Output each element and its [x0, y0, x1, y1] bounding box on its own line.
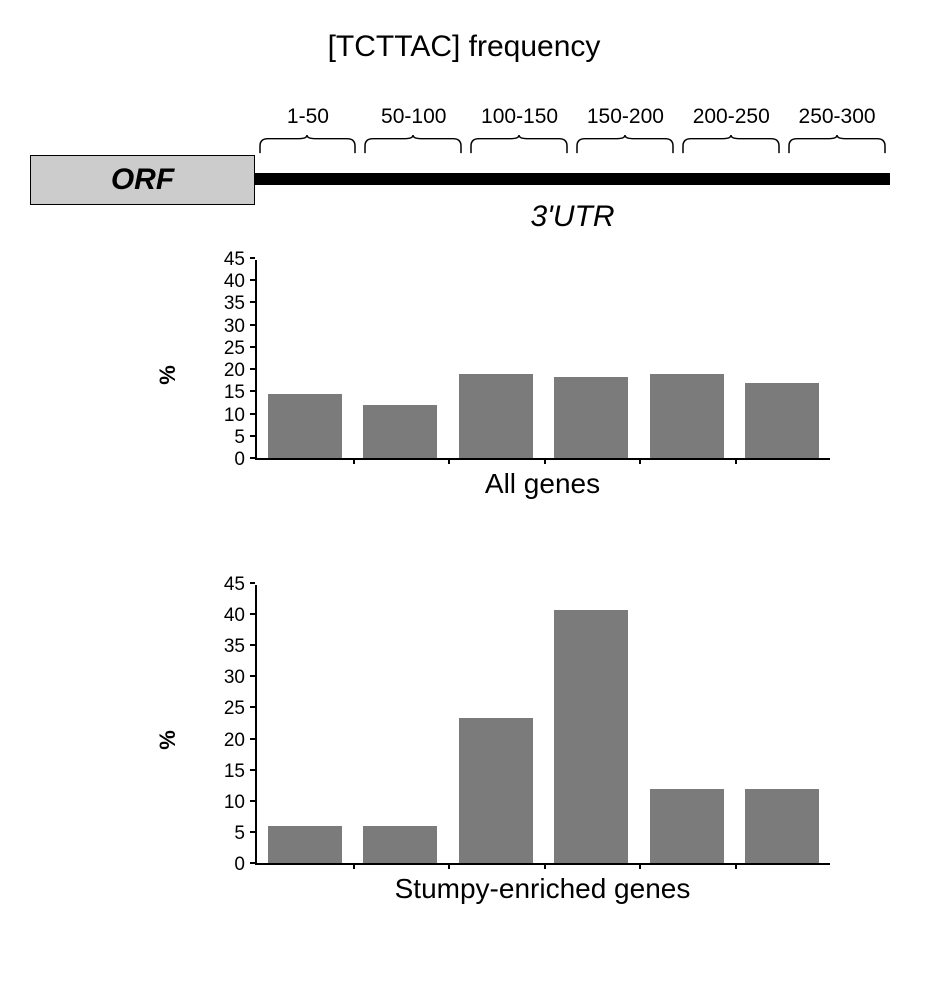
y-tick-label: 20	[205, 730, 245, 752]
y-tick-label: 30	[205, 316, 245, 338]
y-tick-label: 5	[205, 823, 245, 845]
y-tick-label: 30	[205, 667, 245, 689]
y-tick-mark	[250, 582, 255, 584]
chart-all-genes: % 051015202530354045 All genes	[200, 260, 830, 490]
bar	[650, 789, 724, 863]
y-tick-label: 35	[205, 636, 245, 658]
y-tick-label: 35	[205, 293, 245, 315]
bar	[459, 718, 533, 863]
x-tick-mark	[353, 458, 355, 464]
bracket-row	[255, 135, 890, 155]
y-tick-label: 0	[205, 449, 245, 471]
bar	[363, 405, 437, 458]
y-tick-label: 45	[205, 574, 245, 596]
utr-line	[255, 173, 890, 185]
x-tick-mark	[544, 458, 546, 464]
x-tick-mark	[353, 863, 355, 869]
bar	[650, 374, 724, 458]
bin-label: 100-150	[467, 105, 573, 129]
y-tick-mark	[250, 257, 255, 259]
bar	[268, 826, 342, 863]
y-tick-label: 45	[205, 249, 245, 271]
bar	[268, 394, 342, 458]
bar	[459, 374, 533, 458]
x-tick-mark	[639, 863, 641, 869]
bin-label: 50-100	[361, 105, 467, 129]
figure-container: [TCTTAC] frequency 1-50 50-100 100-150 1…	[0, 0, 928, 1003]
y-axis-label: %	[155, 365, 181, 385]
bin-label: 200-250	[678, 105, 784, 129]
orf-box: ORF	[30, 155, 255, 205]
bar	[745, 789, 819, 863]
y-tick-label: 40	[205, 271, 245, 293]
y-tick-label: 10	[205, 792, 245, 814]
bars-group	[257, 260, 830, 458]
y-tick-label: 20	[205, 360, 245, 382]
bar	[745, 383, 819, 458]
x-tick-mark	[735, 458, 737, 464]
bar-group	[544, 260, 640, 458]
bar	[363, 826, 437, 863]
bin-labels-row: 1-50 50-100 100-150 150-200 200-250 250-…	[255, 105, 890, 129]
x-tick-mark	[448, 458, 450, 464]
bar-group	[257, 260, 353, 458]
bar-group	[257, 585, 353, 863]
bar-group	[448, 260, 544, 458]
bar-group	[735, 585, 831, 863]
bar-group	[353, 260, 449, 458]
bin-label: 250-300	[784, 105, 890, 129]
x-tick-mark	[448, 863, 450, 869]
bar-group	[639, 260, 735, 458]
y-tick-label: 25	[205, 338, 245, 360]
bin-label: 1-50	[255, 105, 361, 129]
bars-group	[257, 585, 830, 863]
plot-area	[255, 260, 830, 460]
bar	[554, 610, 628, 863]
y-tick-label: 5	[205, 427, 245, 449]
chart-title: Stumpy-enriched genes	[255, 873, 830, 905]
plot-area	[255, 585, 830, 865]
chart-title: All genes	[255, 468, 830, 500]
y-axis-label: %	[155, 730, 181, 750]
figure-title: [TCTTAC] frequency	[0, 30, 928, 64]
y-tick-label: 15	[205, 382, 245, 404]
orf-label: ORF	[111, 163, 174, 197]
x-tick-mark	[735, 863, 737, 869]
y-tick-label: 15	[205, 761, 245, 783]
y-tick-label: 10	[205, 405, 245, 427]
bar-group	[735, 260, 831, 458]
chart-stumpy-genes: % 051015202530354045 Stumpy-enriched gen…	[200, 585, 830, 895]
y-ticks: 051015202530354045	[200, 585, 255, 865]
utr-label: 3'UTR	[255, 200, 890, 234]
y-tick-label: 25	[205, 698, 245, 720]
bar-group	[639, 585, 735, 863]
bar	[554, 377, 628, 458]
bar-group	[544, 585, 640, 863]
x-tick-mark	[639, 458, 641, 464]
y-tick-label: 0	[205, 854, 245, 876]
bar-group	[353, 585, 449, 863]
bin-label: 150-200	[572, 105, 678, 129]
y-ticks: 051015202530354045	[200, 260, 255, 460]
x-tick-mark	[544, 863, 546, 869]
y-tick-label: 40	[205, 605, 245, 627]
bar-group	[448, 585, 544, 863]
